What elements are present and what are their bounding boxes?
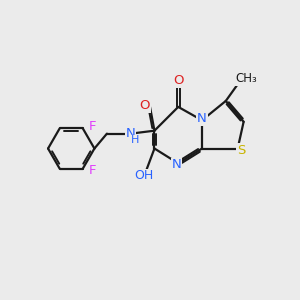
Text: CH₃: CH₃ (235, 72, 257, 85)
Text: OH: OH (134, 169, 154, 182)
Text: F: F (88, 120, 96, 133)
Text: N: N (197, 112, 207, 125)
Text: O: O (173, 74, 184, 87)
Text: S: S (237, 143, 245, 157)
Text: O: O (140, 99, 150, 112)
Text: H: H (131, 135, 139, 145)
Text: F: F (88, 164, 96, 178)
Text: N: N (126, 127, 136, 140)
Text: N: N (172, 158, 182, 171)
